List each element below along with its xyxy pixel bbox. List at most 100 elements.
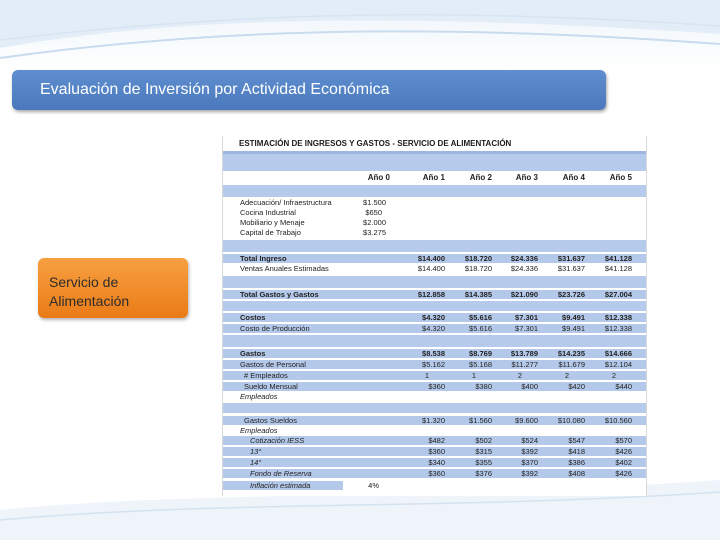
cell-year-0: $650 [365, 208, 382, 217]
table-row: Mobiliario y Menaje $2.000 [223, 218, 646, 227]
table-row: Ventas Anuales Estimadas $14.400 $18.720… [223, 264, 646, 273]
inflation-value-cell: 4% [343, 481, 403, 490]
table-row: Total Ingreso $14.400 $18.720 $24.336 $3… [223, 254, 646, 263]
cell-year-4: $9.491 [562, 313, 585, 322]
cell-year-3: $392 [521, 469, 538, 478]
cell-year-5: $12.338 [604, 313, 632, 322]
cell-year-3: $370 [521, 458, 538, 467]
cell-year-3: $24.336 [510, 254, 538, 263]
cell-year-3: $524 [521, 436, 538, 445]
section-label-box: Servicio de Alimentación [38, 258, 188, 318]
table-row: Adecuación/ Infraestructura $1.500 [223, 198, 646, 207]
cell-year-5: $402 [615, 458, 632, 467]
row-label: Total Ingreso [240, 254, 287, 263]
sheet-band [223, 301, 646, 311]
row-label: Gastos de Personal [240, 360, 306, 369]
cell-year-2: $355 [475, 458, 492, 467]
table-row: 14° $340 $355 $370 $386 $402 [223, 458, 646, 467]
cell-year-1: $5.162 [422, 360, 445, 369]
row-label: Cotización IESS [250, 436, 305, 445]
row-label: Capital de Trabajo [240, 228, 301, 237]
table-row: Inflación estimada [223, 481, 343, 490]
cell-year-3: $400 [521, 382, 538, 391]
cell-year-2: $14.385 [464, 290, 492, 299]
sheet-band [223, 403, 646, 413]
table-row: Gastos de Personal $5.162 $5.168 $11.277… [223, 360, 646, 369]
cell-year-3: $21.090 [510, 290, 538, 299]
table-row: Cotización IESS $482 $502 $524 $547 $570 [223, 436, 646, 445]
spreadsheet-image: ESTIMACIÓN DE INGRESOS Y GASTOS - SERVIC… [222, 136, 647, 496]
cell-year-0: 4% [368, 481, 379, 490]
cell-year-2: $376 [475, 469, 492, 478]
cell-year-2: $380 [475, 382, 492, 391]
header-year-2: Año 2 [469, 173, 492, 182]
cell-year-4: $23.726 [557, 290, 585, 299]
cell-year-1: $14.400 [417, 254, 445, 263]
header-year-1: Año 1 [422, 173, 445, 182]
row-label: Gastos Sueldos [244, 416, 297, 425]
cell-year-1: $1.320 [422, 416, 445, 425]
cell-year-3: 2 [517, 371, 523, 380]
cell-year-2: $18.720 [464, 254, 492, 263]
cell-year-5: $12.104 [604, 360, 632, 369]
cell-year-3: $7.301 [515, 324, 538, 333]
row-label: Cocina Industrial [240, 208, 296, 217]
row-label: 14° [250, 458, 262, 467]
cell-year-1: 1 [424, 371, 430, 380]
cell-year-2: $5.616 [469, 313, 492, 322]
cell-year-4: $9.491 [562, 324, 585, 333]
cell-year-2: $1.560 [469, 416, 492, 425]
cell-year-2: 1 [471, 371, 477, 380]
cell-year-5: $41.128 [604, 264, 632, 273]
table-row: Fondo de Reserva $360 $376 $392 $408 $42… [223, 469, 646, 478]
cell-year-1: $8.538 [422, 349, 445, 358]
row-label: Total Gastos y Gastos [240, 290, 319, 299]
row-label: Mobiliario y Menaje [240, 218, 305, 227]
table-row: Capital de Trabajo $3.275 [223, 228, 646, 237]
cell-year-3: $9.600 [515, 416, 538, 425]
cell-year-2: $8.769 [469, 349, 492, 358]
cell-year-2: $5.168 [469, 360, 492, 369]
sheet-band [223, 185, 646, 197]
cell-year-2: $502 [475, 436, 492, 445]
cell-year-5: $27.004 [604, 290, 632, 299]
cell-year-1: $482 [428, 436, 445, 445]
cell-year-0: $3.275 [363, 228, 386, 237]
row-label: Adecuación/ Infraestructura [240, 198, 332, 207]
table-row: Gastos $8.538 $8.769 $13.789 $14.235 $14… [223, 349, 646, 358]
row-label-continued: Empleados [240, 392, 278, 401]
cell-year-3: $392 [521, 447, 538, 456]
cell-year-1: $4.320 [422, 313, 445, 322]
sheet-header-band [223, 154, 646, 171]
row-label: # Empleados [244, 371, 288, 380]
table-row: # Empleados 1 1 2 2 2 [223, 371, 646, 380]
cell-year-1: $360 [428, 469, 445, 478]
sheet-band [223, 335, 646, 347]
cell-year-4: 2 [564, 371, 570, 380]
cell-year-1: $12.858 [417, 290, 445, 299]
cell-year-1: $340 [428, 458, 445, 467]
table-row: 13° $360 $315 $392 $418 $426 [223, 447, 646, 456]
row-label: Fondo de Reserva [250, 469, 312, 478]
row-label: Costos [240, 313, 266, 322]
row-label-continued: Empleados [240, 426, 278, 435]
cell-year-1: $360 [428, 382, 445, 391]
cell-year-0: $2.000 [363, 218, 386, 227]
cell-year-5: $10.560 [604, 416, 632, 425]
table-row: Costos $4.320 $5.616 $7.301 $9.491 $12.3… [223, 313, 646, 322]
cell-year-5: $426 [615, 447, 632, 456]
cell-year-3: $7.301 [515, 313, 538, 322]
row-label: 13° [250, 447, 262, 456]
cell-year-4: $386 [568, 458, 585, 467]
cell-year-4: $14.235 [557, 349, 585, 358]
sheet-band [223, 276, 646, 288]
cell-year-5: $14.666 [604, 349, 632, 358]
cell-year-2: $315 [475, 447, 492, 456]
cell-year-4: $10.080 [557, 416, 585, 425]
header-year-5: Año 5 [609, 173, 632, 182]
row-label: Ventas Anuales Estimadas [240, 264, 329, 273]
table-row: Costo de Producción $4.320 $5.616 $7.301… [223, 324, 646, 333]
table-row: Gastos Sueldos $1.320 $1.560 $9.600 $10.… [223, 416, 646, 425]
cell-year-1: $14.400 [417, 264, 445, 273]
header-year-4: Año 4 [562, 173, 585, 182]
